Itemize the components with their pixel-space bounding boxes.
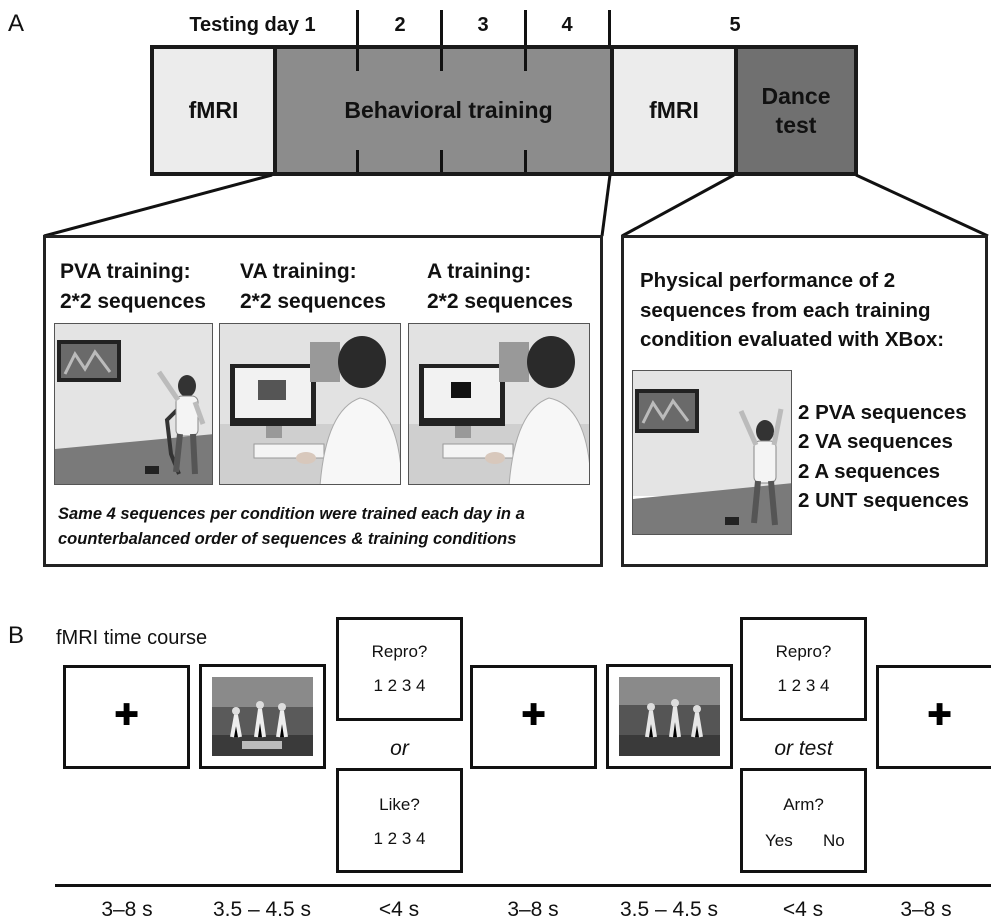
day-divider	[356, 10, 359, 46]
dance-test-photo	[632, 370, 792, 535]
bar-tick	[356, 150, 359, 172]
repro-scale: 1 2 3 4	[373, 676, 426, 695]
a-title: A training:	[427, 260, 532, 283]
a-training-title: A training: 2*2 sequences	[427, 257, 573, 318]
timeline-bar: fMRI Behavioral training fMRI Dance test	[150, 45, 858, 176]
duration-label-rating-2: <4 s	[782, 898, 824, 921]
duration-label-rating-1: <4 s	[378, 898, 420, 921]
a-training-photo	[408, 323, 590, 485]
dance-video-frame	[619, 677, 720, 756]
bar-tick	[440, 150, 443, 172]
fixation-screen-2: ✚	[470, 665, 597, 769]
pva-title: PVA training:	[60, 260, 191, 283]
test-item-a: 2 A sequences	[798, 459, 941, 483]
test-item-unt: 2 UNT sequences	[798, 488, 969, 512]
timeline-axis	[55, 884, 991, 887]
arm-no-option: No	[823, 831, 845, 850]
repro-question: Repro?	[371, 642, 428, 661]
va-training-title: VA training: 2*2 sequences	[240, 257, 386, 318]
test-item-va: 2 VA sequences	[798, 430, 953, 454]
video-screen-1	[199, 664, 326, 769]
dance-test-items: 2 PVA sequences 2 VA sequences 2 A seque…	[798, 398, 969, 515]
dance-video-frame	[212, 677, 313, 756]
fmri-post-segment: fMRI	[614, 49, 734, 172]
va-subtitle: 2*2 sequences	[240, 290, 386, 314]
a-subtitle: 2*2 sequences	[427, 290, 573, 314]
fixation-cross-icon: ✚	[114, 699, 140, 732]
va-training-photo	[219, 323, 401, 485]
video-screen-2	[606, 664, 733, 769]
repro-question: Repro?	[775, 642, 832, 661]
fmri-pre-label: fMRI	[188, 97, 239, 124]
fixation-cross-icon: ✚	[927, 699, 953, 732]
behavioral-training-label: Behavioral training	[344, 97, 553, 124]
test-item-pva: 2 PVA sequences	[798, 401, 967, 424]
fixation-screen-3: ✚	[876, 665, 991, 769]
day-label-5: 5	[729, 14, 741, 36]
dance-test-segment: Dance test	[738, 49, 854, 172]
fixation-cross-icon: ✚	[521, 699, 547, 732]
test-title-line-2: sequences from each training	[640, 298, 931, 322]
like-question: Like?	[379, 795, 420, 814]
repro-rating-screen-1: Repro? 1 2 3 4	[336, 617, 463, 721]
behavioral-training-segment: Behavioral training	[277, 49, 610, 172]
day-divider	[524, 10, 527, 46]
day-divider	[608, 10, 611, 46]
pva-training-photo	[54, 323, 213, 485]
test-title-line-1: Physical performance of 2	[640, 269, 896, 292]
fixation-screen-1: ✚	[63, 665, 190, 769]
or-test-label: or test	[774, 737, 833, 760]
duration-label-fixation-2: 3–8 s	[507, 898, 559, 921]
dance-test-title: Physical performance of 2 sequences from…	[640, 266, 944, 355]
training-note-line-2: counterbalanced order of sequences & tra…	[58, 529, 517, 548]
day-label-1: Testing day 1	[189, 14, 316, 36]
arm-question-screen: Arm? Yes No	[740, 768, 867, 873]
duration-label-fixation-3: 3–8 s	[900, 898, 952, 921]
fmri-time-course-title: fMRI time course	[56, 627, 208, 649]
like-scale: 1 2 3 4	[373, 829, 426, 848]
test-title-line-3: condition evaluated with XBox:	[640, 328, 945, 352]
or-label: or	[390, 737, 409, 760]
fmri-post-label: fMRI	[649, 97, 699, 124]
duration-label-video-2: 3.5 – 4.5 s	[619, 898, 719, 921]
bar-tick	[524, 150, 527, 172]
bar-tick	[440, 49, 443, 71]
duration-label-video-1: 3.5 – 4.5 s	[212, 898, 312, 921]
training-note-line-1: Same 4 sequences per condition were trai…	[58, 505, 525, 523]
training-note: Same 4 sequences per condition were trai…	[58, 502, 525, 552]
pva-subtitle: 2*2 sequences	[60, 290, 206, 314]
pva-training-title: PVA training: 2*2 sequences	[60, 257, 206, 318]
arm-yes-option: Yes	[765, 831, 793, 850]
fmri-pre-segment: fMRI	[154, 49, 273, 172]
zoom-connectors	[43, 173, 989, 238]
duration-label-fixation-1: 3–8 s	[101, 898, 153, 921]
day-label-2: 2	[394, 14, 406, 36]
arm-question: Arm?	[783, 795, 824, 814]
panel-b-letter: B	[8, 622, 25, 649]
day-label-4: 4	[561, 14, 573, 36]
bar-tick	[524, 49, 527, 71]
day-label-3: 3	[477, 14, 489, 36]
bar-tick	[356, 49, 359, 71]
like-rating-screen: Like? 1 2 3 4	[336, 768, 463, 873]
va-title: VA training:	[240, 260, 357, 283]
day-divider	[440, 10, 443, 46]
repro-rating-screen-2: Repro? 1 2 3 4	[740, 617, 867, 721]
dance-test-label: Dance test	[761, 82, 831, 138]
repro-scale: 1 2 3 4	[777, 676, 830, 695]
panel-a-letter: A	[8, 10, 25, 37]
